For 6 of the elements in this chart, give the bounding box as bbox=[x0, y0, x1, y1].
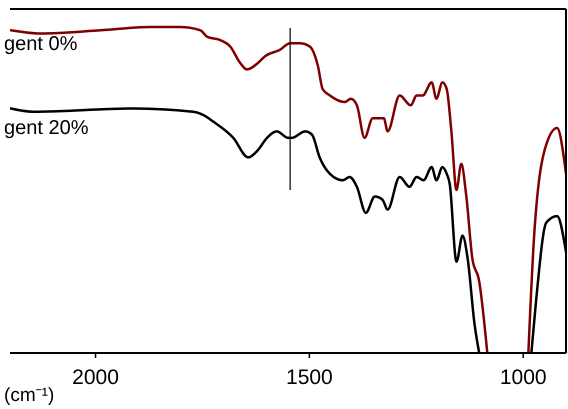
series-label: gent 0% bbox=[4, 33, 78, 55]
x-tick-label: 1500 bbox=[286, 366, 333, 389]
x-tick-label: 2000 bbox=[72, 366, 119, 389]
series-label: gent 20% bbox=[4, 117, 89, 139]
x-tick-label: 1000 bbox=[500, 366, 547, 389]
x-axis-title: (cm⁻¹) bbox=[4, 385, 54, 406]
